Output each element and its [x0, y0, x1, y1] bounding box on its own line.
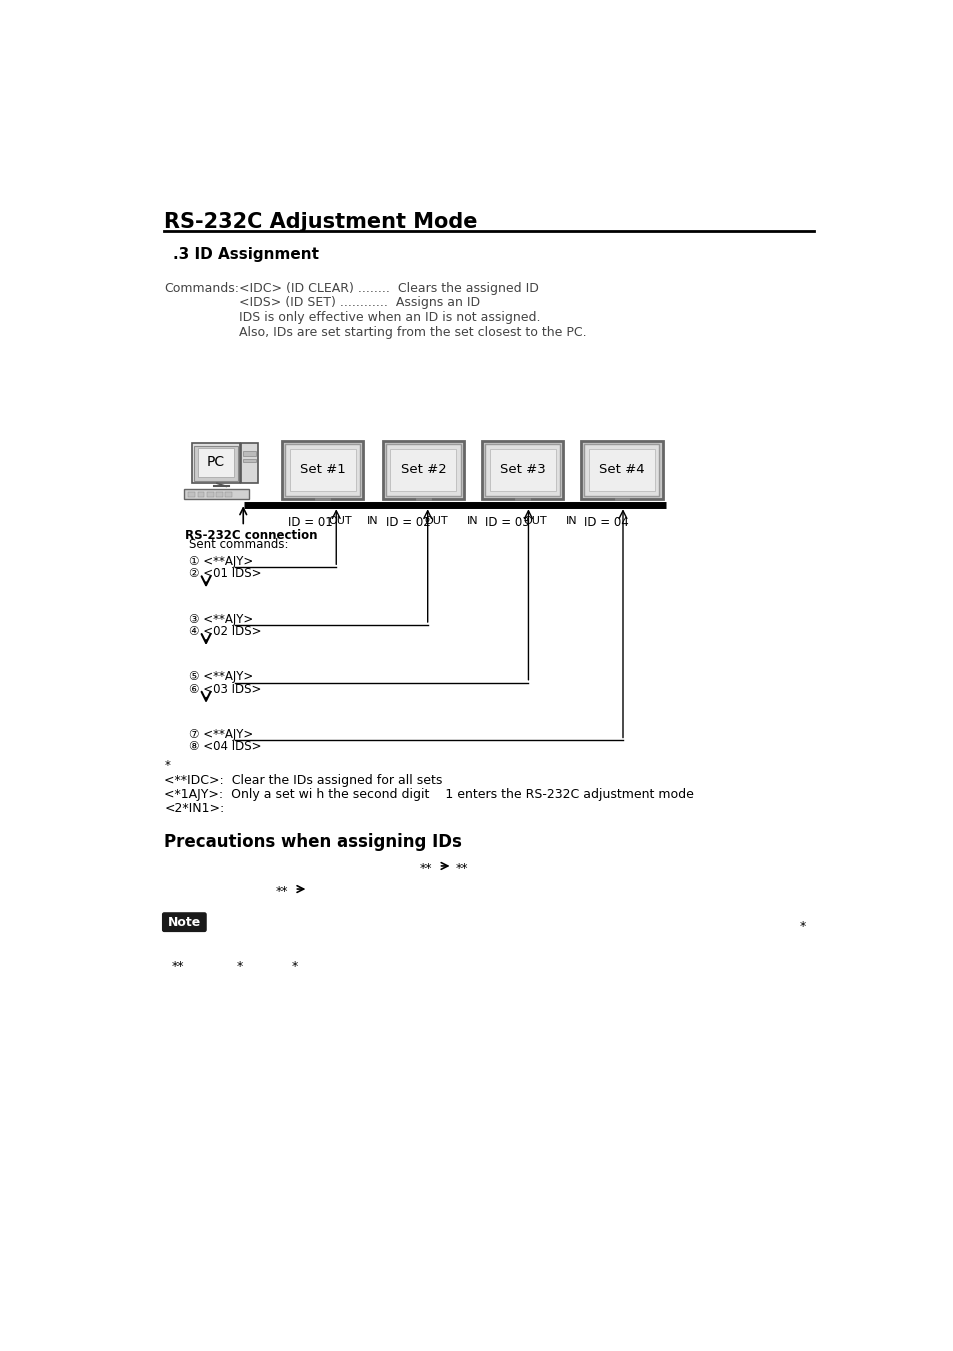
- Text: Set #1: Set #1: [299, 463, 345, 477]
- Text: OUT: OUT: [424, 516, 448, 527]
- Bar: [489, 449, 555, 490]
- Bar: [385, 444, 460, 496]
- Bar: [197, 492, 204, 497]
- Bar: [216, 492, 223, 497]
- Text: Also, IDs are set starting from the set closest to the PC.: Also, IDs are set starting from the set …: [239, 326, 586, 339]
- Text: IN: IN: [565, 516, 577, 527]
- Text: <IDC> (ID CLEAR) ........  Clears the assigned ID: <IDC> (ID CLEAR) ........ Clears the ass…: [239, 282, 538, 295]
- Text: OUT: OUT: [523, 516, 547, 527]
- Text: IN: IN: [466, 516, 477, 527]
- Text: *: *: [164, 759, 170, 771]
- Text: ⑤ <**AJY>: ⑤ <**AJY>: [189, 670, 253, 684]
- Bar: [282, 440, 363, 499]
- Text: **: **: [275, 885, 288, 898]
- Text: ② <01 IDS>: ② <01 IDS>: [189, 567, 261, 580]
- Bar: [382, 440, 464, 499]
- Text: IDS is only effective when an ID is not assigned.: IDS is only effective when an ID is not …: [239, 311, 540, 324]
- FancyBboxPatch shape: [162, 913, 206, 931]
- Text: ID = 02: ID = 02: [385, 516, 430, 530]
- Bar: [225, 492, 233, 497]
- Text: PC: PC: [207, 455, 225, 469]
- Text: ① <**AJY>: ① <**AJY>: [189, 555, 253, 567]
- Text: <IDS> (ID SET) ............  Assigns an ID: <IDS> (ID SET) ............ Assigns an I…: [239, 296, 480, 309]
- Text: RS-232C connection: RS-232C connection: [185, 530, 317, 543]
- Text: <*1AJY>:  Only a set wi h the second digit    1 enters the RS-232C adjustment mo: <*1AJY>: Only a set wi h the second digi…: [164, 788, 694, 801]
- Text: *: *: [799, 920, 805, 932]
- Bar: [580, 440, 661, 499]
- Text: ④ <02 IDS>: ④ <02 IDS>: [189, 626, 261, 638]
- Bar: [192, 443, 240, 484]
- Text: Set #2: Set #2: [400, 463, 446, 477]
- Text: ⑧ <04 IDS>: ⑧ <04 IDS>: [189, 740, 261, 754]
- Bar: [484, 444, 559, 496]
- Bar: [583, 444, 659, 496]
- Text: Commands:: Commands:: [164, 282, 239, 295]
- Bar: [241, 443, 257, 484]
- Text: ⑥ <03 IDS>: ⑥ <03 IDS>: [189, 682, 261, 696]
- Text: IN: IN: [367, 516, 378, 527]
- Text: <2*IN1>:: <2*IN1>:: [164, 802, 224, 815]
- Text: ID = 03: ID = 03: [484, 516, 529, 530]
- Bar: [290, 449, 355, 490]
- Text: OUT: OUT: [328, 516, 352, 527]
- Text: Set #3: Set #3: [499, 463, 545, 477]
- Bar: [390, 449, 456, 490]
- Bar: [243, 451, 255, 455]
- Bar: [194, 446, 237, 481]
- Text: *: *: [291, 961, 297, 973]
- Bar: [285, 444, 360, 496]
- Text: Note: Note: [168, 916, 201, 928]
- Bar: [207, 492, 213, 497]
- Text: ID = 01: ID = 01: [288, 516, 333, 530]
- Text: *: *: [236, 961, 243, 973]
- Bar: [198, 447, 233, 477]
- Bar: [588, 449, 654, 490]
- Text: Sent commands:: Sent commands:: [189, 538, 288, 551]
- Text: ID = 04: ID = 04: [583, 516, 628, 530]
- Text: ⑦ <**AJY>: ⑦ <**AJY>: [189, 728, 253, 742]
- Bar: [184, 489, 249, 499]
- Bar: [188, 492, 195, 497]
- Text: **: **: [456, 862, 468, 875]
- Text: .3 ID Assignment: .3 ID Assignment: [173, 247, 319, 262]
- Bar: [481, 440, 562, 499]
- Text: <**IDC>:  Clear the IDs assigned for all sets: <**IDC>: Clear the IDs assigned for all …: [164, 774, 442, 788]
- Text: RS-232C Adjustment Mode: RS-232C Adjustment Mode: [164, 212, 477, 232]
- Text: Precautions when assigning IDs: Precautions when assigning IDs: [164, 832, 461, 851]
- Text: Set #4: Set #4: [598, 463, 644, 477]
- Text: **: **: [172, 961, 184, 973]
- Bar: [243, 458, 255, 462]
- Text: **: **: [419, 862, 432, 875]
- Text: ③ <**AJY>: ③ <**AJY>: [189, 612, 253, 626]
